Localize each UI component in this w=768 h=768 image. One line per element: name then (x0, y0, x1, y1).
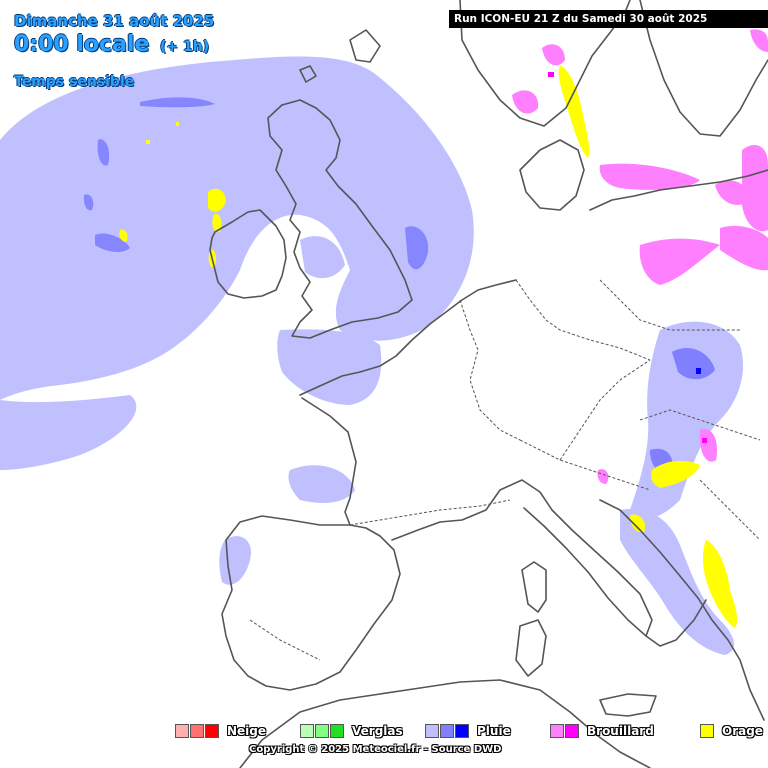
legend-verglas-label: Verglas (352, 724, 403, 738)
copyright-notice: Copyright © 2025 Meteociel.fr - Source D… (249, 744, 502, 755)
fog-zones-dense (548, 72, 707, 443)
legend-neige-swatch-1 (175, 724, 189, 738)
legend-brouillard-label: Brouillard (587, 724, 654, 738)
legend-verglas-swatch-2 (315, 724, 329, 738)
legend-brouillard: Brouillard (550, 724, 654, 738)
legend-verglas-swatch-1 (300, 724, 314, 738)
forecast-date: Dimanche 31 août 2025 (14, 12, 215, 30)
legend-pluie-swatch-3 (455, 724, 469, 738)
legend-neige-swatch-3 (205, 724, 219, 738)
legend-brouillard-swatch-1 (550, 724, 564, 738)
legend-pluie-swatch-2 (440, 724, 454, 738)
legend-pluie-label: Pluie (477, 724, 511, 738)
rain-zone-atlantic (0, 56, 474, 585)
legend-orage-label: Orage (722, 724, 763, 738)
legend-brouillard-swatch-2 (565, 724, 579, 738)
legend-verglas-swatch-3 (330, 724, 344, 738)
rain-zone-heavy (696, 368, 701, 374)
legend-pluie-swatch-1 (425, 724, 439, 738)
borders (249, 279, 761, 661)
model-run-banner: Run ICON-EU 21 Z du Samedi 30 août 2025 (449, 10, 768, 28)
legend-orage: Orage (700, 724, 763, 738)
legend-neige-swatch-2 (190, 724, 204, 738)
forecast-offset: (+ 1h) (160, 39, 210, 55)
legend-verglas: Verglas (300, 724, 403, 738)
fog-zones (512, 29, 768, 484)
legend-neige: Neige (175, 724, 266, 738)
legend-neige-label: Neige (227, 724, 267, 738)
forecast-time: 0:00 locale (14, 32, 150, 57)
legend-pluie: Pluie (425, 724, 511, 738)
parameter-title: Temps sensible (14, 74, 135, 90)
legend-orage-swatch-1 (700, 724, 714, 738)
rain-zone-atlantic-medium (83, 97, 429, 270)
storm-zones (119, 65, 738, 628)
